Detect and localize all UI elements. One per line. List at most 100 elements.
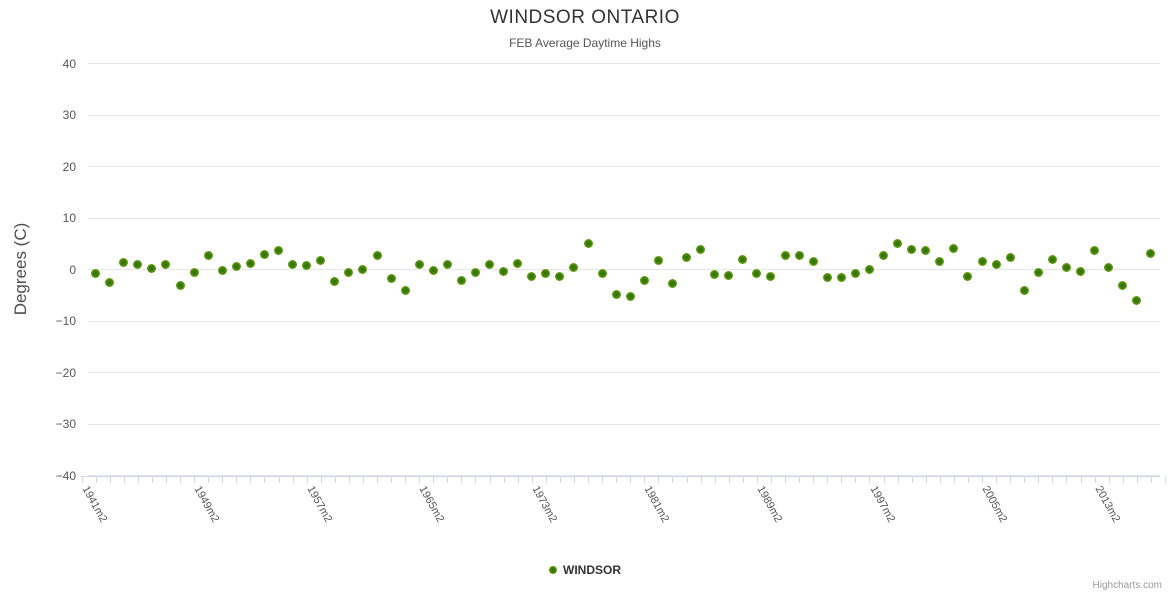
data-point[interactable] — [288, 260, 298, 270]
data-point[interactable] — [372, 250, 382, 260]
data-point[interactable] — [442, 259, 452, 269]
data-point[interactable] — [696, 244, 706, 254]
data-point[interactable] — [639, 275, 649, 285]
data-point[interactable] — [583, 239, 593, 249]
data-point[interactable] — [907, 244, 917, 254]
data-point[interactable] — [879, 251, 889, 261]
data-point[interactable] — [850, 269, 860, 279]
data-point[interactable] — [470, 267, 480, 277]
data-point[interactable] — [1019, 285, 1029, 295]
data-point[interactable] — [513, 258, 523, 268]
data-point[interactable] — [977, 256, 987, 266]
x-axis-label: 1997m2 — [867, 483, 897, 525]
data-point[interactable] — [175, 281, 185, 291]
legend: WINDSOR — [0, 563, 1170, 577]
data-point[interactable] — [316, 255, 326, 265]
data-point[interactable] — [1061, 262, 1071, 272]
data-point[interactable] — [893, 239, 903, 249]
y-axis-label: −10 — [55, 314, 76, 328]
data-point[interactable] — [1047, 255, 1057, 265]
data-point[interactable] — [597, 268, 607, 278]
data-point[interactable] — [414, 260, 424, 270]
x-axis-tick — [911, 476, 913, 483]
data-point[interactable] — [738, 255, 748, 265]
x-axis-label: 1973m2 — [529, 483, 560, 525]
data-point[interactable] — [935, 257, 945, 267]
data-point[interactable] — [1104, 263, 1114, 273]
y-axis-label: 20 — [62, 159, 76, 174]
data-point[interactable] — [133, 259, 143, 269]
data-point[interactable] — [752, 268, 762, 278]
data-point[interactable] — [921, 245, 931, 255]
legend-item-windsor[interactable]: WINDSOR — [549, 563, 621, 577]
x-axis-tick — [813, 476, 815, 483]
data-point[interactable] — [344, 267, 354, 277]
x-axis-tick — [1080, 476, 1082, 483]
data-point[interactable] — [555, 272, 565, 282]
data-point[interactable] — [217, 265, 227, 275]
x-axis-tick — [151, 476, 153, 483]
chart-subtitle: FEB Average Daytime Highs — [509, 36, 661, 50]
legend-marker-icon — [549, 566, 557, 574]
data-point[interactable] — [541, 268, 551, 278]
data-point[interactable] — [653, 255, 663, 265]
data-point[interactable] — [302, 260, 312, 270]
data-point[interactable] — [1146, 248, 1156, 258]
data-point[interactable] — [963, 272, 973, 282]
data-point[interactable] — [794, 251, 804, 261]
data-point[interactable] — [808, 256, 818, 266]
x-axis-tick — [686, 476, 688, 483]
data-point[interactable] — [330, 276, 340, 286]
data-point[interactable] — [766, 272, 776, 282]
data-point[interactable] — [358, 265, 368, 274]
data-point[interactable] — [259, 250, 269, 260]
data-point[interactable] — [91, 268, 101, 278]
data-point[interactable] — [780, 251, 790, 261]
data-point[interactable] — [527, 272, 537, 282]
data-point[interactable] — [991, 259, 1001, 269]
data-point[interactable] — [949, 244, 959, 254]
data-point[interactable] — [499, 266, 509, 276]
x-axis-tick — [447, 476, 449, 483]
y-axis-label: −30 — [55, 417, 76, 431]
data-point[interactable] — [724, 271, 734, 281]
x-axis-tick — [855, 476, 857, 483]
data-point[interactable] — [1076, 266, 1085, 276]
data-point[interactable] — [147, 263, 157, 273]
x-axis-tick — [250, 476, 252, 483]
data-point[interactable] — [105, 277, 115, 287]
x-axis-tick — [1122, 476, 1124, 483]
x-axis-tick — [658, 476, 660, 483]
x-axis-tick — [573, 476, 575, 483]
data-point[interactable] — [274, 245, 283, 255]
data-point[interactable] — [682, 252, 692, 262]
data-point[interactable] — [189, 268, 199, 278]
data-point[interactable] — [667, 278, 677, 288]
highcharts-credits-link[interactable]: Highcharts.com — [1092, 580, 1162, 591]
data-point[interactable] — [864, 265, 874, 274]
data-point[interactable] — [1090, 246, 1100, 256]
y-axis-label: −40 — [55, 468, 76, 483]
data-point[interactable] — [1118, 280, 1128, 290]
data-point[interactable] — [400, 286, 410, 296]
data-point[interactable] — [625, 291, 635, 301]
data-point[interactable] — [1132, 295, 1142, 305]
x-axis-tick — [95, 476, 97, 483]
data-point[interactable] — [710, 270, 720, 280]
data-point[interactable] — [161, 259, 171, 269]
data-point[interactable] — [1005, 252, 1015, 262]
data-point[interactable] — [569, 263, 579, 273]
data-point[interactable] — [231, 262, 241, 272]
data-point[interactable] — [1033, 267, 1043, 277]
data-point[interactable] — [836, 272, 846, 282]
data-point[interactable] — [428, 266, 438, 276]
data-point[interactable] — [119, 257, 129, 267]
data-point[interactable] — [485, 259, 495, 269]
data-point[interactable] — [386, 273, 396, 283]
y-axis-label: −20 — [55, 365, 76, 380]
data-point[interactable] — [245, 258, 255, 268]
data-point[interactable] — [456, 275, 466, 285]
data-point[interactable] — [611, 290, 621, 300]
data-point[interactable] — [203, 250, 213, 260]
data-point[interactable] — [822, 272, 832, 282]
